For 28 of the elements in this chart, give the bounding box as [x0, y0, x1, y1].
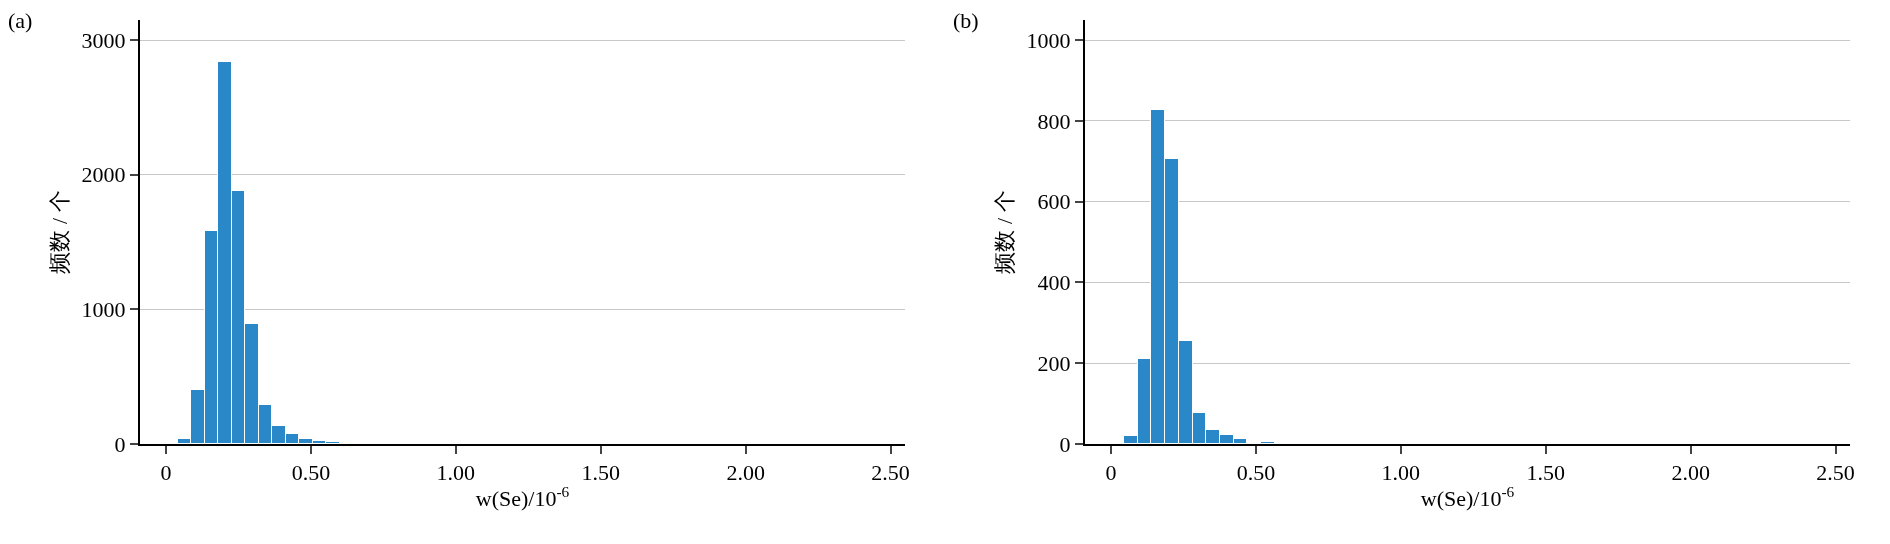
y-axis-title: 频数 / 个: [991, 190, 1017, 274]
x-axis-title: w(Se)/10$^{-6}$: [1420, 482, 1515, 511]
text: (b): [953, 8, 979, 33]
x-tick-label: 0: [1105, 460, 1117, 486]
x-tick-label: 0.50: [291, 460, 331, 486]
y-tick-label: 1000: [81, 297, 126, 323]
x-tick-label: 1.00: [436, 460, 476, 486]
y-tick-label: 400: [1037, 270, 1071, 296]
y-tick-label: 3000: [81, 27, 126, 53]
y-tick-label: 1000: [1026, 27, 1071, 53]
x-axis-title: w(Se)/10$^{-6}$: [475, 482, 570, 511]
y-tick-label: 0: [1059, 431, 1071, 457]
y-tick-label: 2000: [81, 162, 126, 188]
x-tick-label: 1.00: [1381, 460, 1421, 486]
x-tick-label: 2.00: [726, 460, 765, 486]
text: (a): [8, 8, 33, 33]
x-tick-label: 2.00: [1671, 460, 1710, 486]
x-tick-label: 2.50: [1816, 460, 1855, 486]
y-tick-label: 600: [1037, 189, 1071, 215]
x-tick-label: 2.50: [871, 460, 910, 486]
y-axis-title: 频数 / 个: [46, 190, 72, 274]
y-tick-label: 200: [1037, 350, 1071, 376]
x-tick-label: 1.50: [1526, 460, 1565, 486]
x-tick-label: 0.50: [1236, 460, 1276, 486]
y-tick-label: 800: [1037, 108, 1071, 134]
x-tick-label: 1.50: [581, 460, 620, 486]
x-tick-label: 0: [160, 460, 172, 486]
y-tick-label: 0: [114, 431, 126, 457]
